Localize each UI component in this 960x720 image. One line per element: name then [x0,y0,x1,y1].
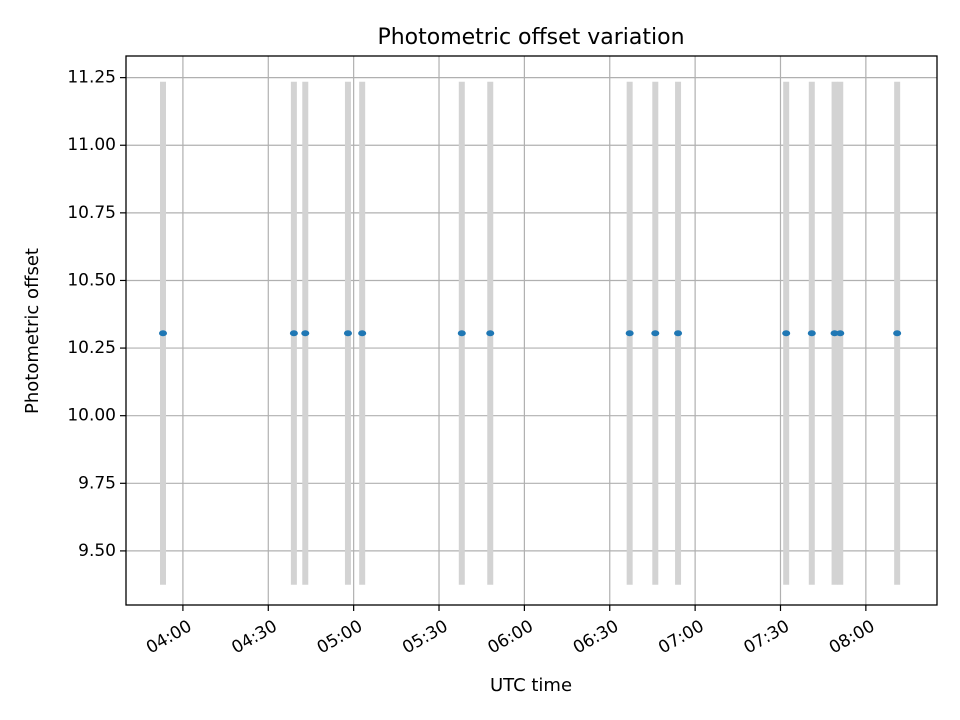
data-point-14 [893,330,902,337]
plot-frame [125,55,938,606]
y-tick-label-4: 10.50 [67,270,116,290]
data-point-9 [674,330,683,337]
grid-lines [126,56,937,605]
y-axis-label: Photometric offset [22,248,43,414]
data-point-4 [358,330,367,337]
data-point-2 [301,330,310,337]
data-point-3 [343,330,352,337]
y-tick-label-0: 9.50 [78,541,116,561]
y-tick-label-2: 10.00 [67,406,116,426]
data-points [158,330,902,337]
data-point-8 [651,330,660,337]
y-tick-label-1: 9.75 [78,473,116,493]
x-tick-label-3: 05:30 [399,616,451,658]
data-point-10 [782,330,791,337]
y-tick-label-5: 10.75 [67,203,116,223]
data-point-1 [289,330,298,337]
data-point-7 [625,330,634,337]
y-tick-label-7: 11.25 [67,68,116,88]
y-axis-ticks: 9.50 9.75 10.00 10.25 10.50 10.75 11.00 11.25 [67,68,126,561]
data-point-5 [457,330,466,337]
data-point-13 [836,330,845,337]
x-tick-label-5: 06:30 [570,616,622,658]
data-point-12 [830,330,839,337]
data-point-6 [486,330,495,337]
x-tick-label-6: 07:00 [655,616,707,658]
x-axis-ticks: 04:00 04:30 05:00 05:30 06:00 06:30 07:00 07:30… [143,605,878,658]
x-tick-label-4: 06:00 [484,616,536,658]
data-point-11 [807,330,816,337]
x-tick-label-2: 05:00 [314,616,366,658]
y-tick-label-6: 11.00 [67,135,116,155]
x-tick-label-8: 08:00 [826,616,878,658]
x-axis-label: UTC time [490,675,572,696]
x-tick-label-1: 04:30 [228,616,280,658]
x-tick-label-7: 07:30 [741,616,793,658]
chart-title: Photometric offset variation [377,25,684,50]
y-tick-label-3: 10.25 [67,338,116,358]
data-point-0 [158,330,167,337]
x-tick-label-0: 04:00 [143,616,195,658]
